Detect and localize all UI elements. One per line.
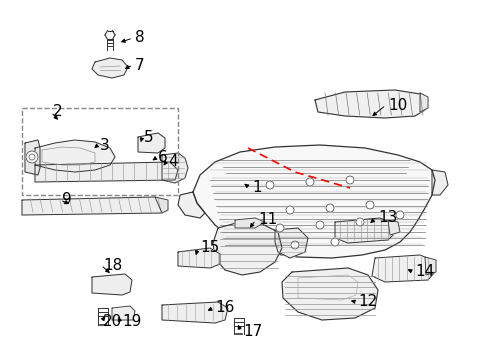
Circle shape (325, 204, 333, 212)
Text: 13: 13 (377, 211, 397, 225)
Circle shape (346, 176, 353, 184)
Polygon shape (92, 58, 128, 78)
Text: 16: 16 (215, 301, 234, 315)
Text: 12: 12 (357, 294, 376, 310)
Text: 17: 17 (243, 324, 262, 339)
Circle shape (265, 181, 273, 189)
Polygon shape (282, 268, 377, 320)
Text: 8: 8 (135, 31, 144, 45)
Polygon shape (162, 153, 187, 183)
Text: 14: 14 (414, 265, 433, 279)
Circle shape (305, 178, 313, 186)
Polygon shape (387, 220, 399, 235)
Polygon shape (419, 93, 427, 112)
Text: 4: 4 (168, 154, 177, 170)
Polygon shape (162, 302, 227, 323)
Polygon shape (35, 140, 115, 172)
Circle shape (395, 211, 403, 219)
Polygon shape (112, 306, 135, 320)
Text: 15: 15 (200, 240, 219, 256)
Polygon shape (213, 222, 282, 275)
Polygon shape (178, 248, 220, 268)
Polygon shape (424, 257, 435, 275)
Polygon shape (235, 218, 264, 228)
Polygon shape (22, 197, 164, 215)
Text: 7: 7 (135, 58, 144, 72)
Text: 10: 10 (387, 98, 407, 112)
Polygon shape (138, 133, 164, 153)
Polygon shape (371, 255, 434, 282)
Polygon shape (314, 90, 427, 118)
Circle shape (330, 238, 338, 246)
Text: 2: 2 (53, 104, 62, 120)
Circle shape (365, 201, 373, 209)
Circle shape (26, 151, 38, 163)
Polygon shape (431, 170, 447, 195)
Text: 1: 1 (251, 180, 261, 195)
Text: 6: 6 (158, 150, 167, 166)
Text: 5: 5 (143, 130, 153, 145)
Text: 19: 19 (122, 315, 141, 329)
Circle shape (285, 206, 293, 214)
Polygon shape (35, 162, 178, 182)
Text: 11: 11 (258, 212, 277, 228)
Text: 20: 20 (103, 315, 122, 329)
Polygon shape (334, 218, 394, 243)
Polygon shape (25, 140, 40, 175)
Polygon shape (274, 228, 307, 258)
Polygon shape (178, 192, 204, 218)
Text: 18: 18 (103, 257, 122, 273)
Polygon shape (92, 274, 132, 295)
Circle shape (290, 241, 298, 249)
Bar (22, 108, 178, 195)
Circle shape (275, 224, 284, 232)
Text: 3: 3 (100, 138, 109, 153)
Circle shape (315, 221, 324, 229)
Circle shape (355, 218, 363, 226)
Text: 9: 9 (62, 193, 72, 207)
Polygon shape (193, 145, 434, 258)
Polygon shape (155, 197, 168, 213)
